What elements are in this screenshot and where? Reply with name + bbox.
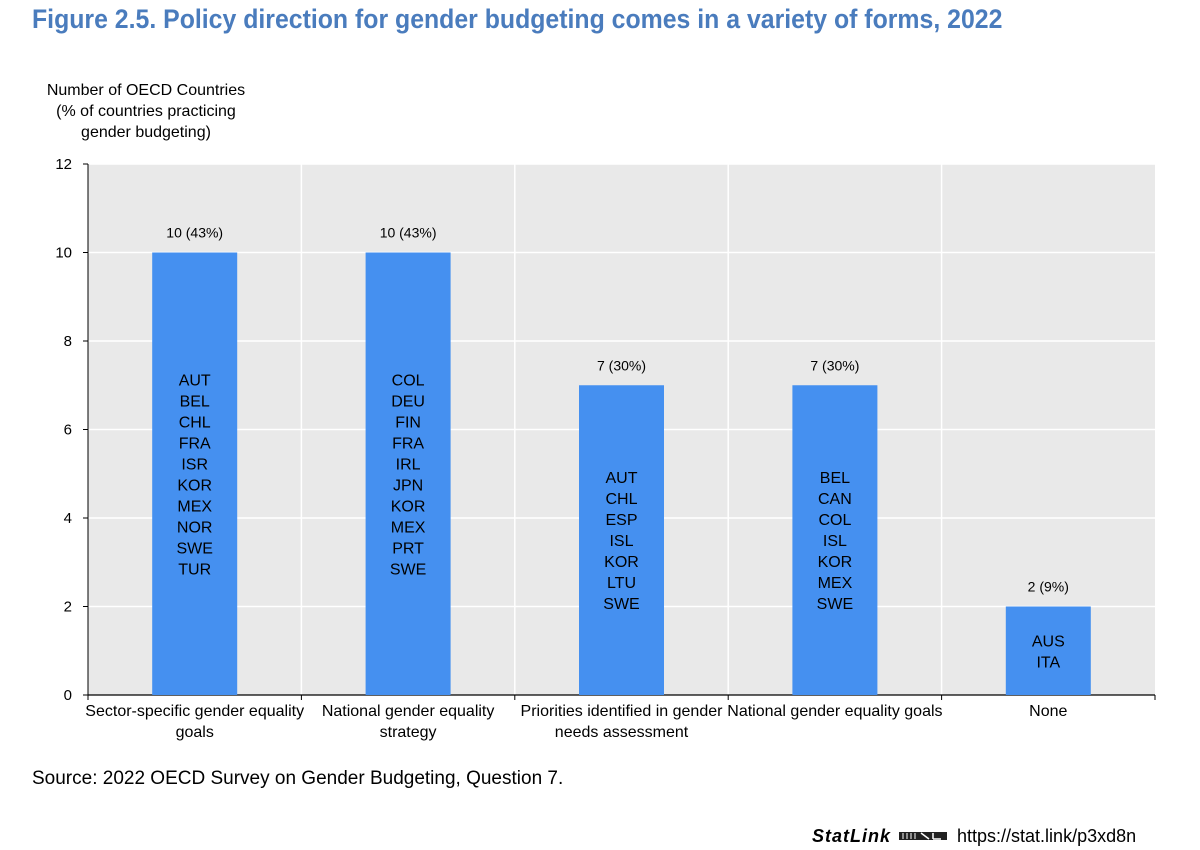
country-code: MEX bbox=[818, 575, 853, 592]
statlink[interactable]: StatLink https://stat.link/p3xd8n bbox=[812, 822, 1136, 850]
country-code: IRL bbox=[396, 456, 421, 473]
country-code: KOR bbox=[391, 498, 426, 515]
country-code: AUT bbox=[606, 470, 638, 487]
country-code: AUS bbox=[1032, 633, 1065, 650]
country-code: ISL bbox=[609, 533, 633, 550]
statlink-url[interactable]: https://stat.link/p3xd8n bbox=[957, 826, 1136, 847]
country-code: SWE bbox=[176, 540, 212, 557]
country-code: CHL bbox=[179, 414, 211, 431]
country-code: MEX bbox=[177, 498, 212, 515]
country-code: COL bbox=[392, 372, 425, 389]
country-code: AUT bbox=[179, 372, 211, 389]
country-code: BEL bbox=[820, 470, 850, 487]
country-code: LTU bbox=[607, 575, 636, 592]
y-tick-label: 6 bbox=[64, 422, 72, 439]
country-code: FRA bbox=[179, 435, 211, 452]
y-tick-label: 4 bbox=[64, 510, 72, 527]
y-tick-label: 10 bbox=[55, 245, 72, 262]
category-label: Sector-specific gender equality bbox=[85, 703, 304, 720]
category-label: goals bbox=[176, 724, 214, 741]
data-label: 10 (43%) bbox=[380, 225, 437, 241]
data-label: 7 (30%) bbox=[810, 357, 859, 373]
data-label: 2 (9%) bbox=[1028, 579, 1069, 595]
source-note: Source: 2022 OECD Survey on Gender Budge… bbox=[32, 768, 563, 790]
country-code: CHL bbox=[605, 491, 637, 508]
country-code: BEL bbox=[180, 393, 210, 410]
y-tick-label: 12 bbox=[55, 156, 72, 173]
country-code: ITA bbox=[1036, 654, 1060, 671]
country-code: SWE bbox=[390, 561, 426, 578]
category-label: National gender equality goals bbox=[727, 703, 942, 720]
data-label: 10 (43%) bbox=[166, 225, 223, 241]
country-code: MEX bbox=[391, 519, 426, 536]
country-code: PRT bbox=[392, 540, 424, 557]
bar-chart: 0 2 4 6 8 10 12 10 (43%) AUT BEL CHL FRA ISR KOR MEX NO… bbox=[0, 0, 1200, 760]
country-code: NOR bbox=[177, 519, 213, 536]
statlink-brand: StatLink bbox=[812, 826, 891, 847]
country-code: ESP bbox=[605, 512, 637, 529]
country-code: FIN bbox=[395, 414, 421, 431]
country-code: ISR bbox=[181, 456, 208, 473]
country-code: KOR bbox=[604, 554, 639, 571]
category-label: strategy bbox=[380, 724, 437, 741]
country-code: DEU bbox=[391, 393, 425, 410]
country-code: FRA bbox=[392, 435, 424, 452]
country-code: CAN bbox=[818, 491, 852, 508]
country-code: JPN bbox=[393, 477, 423, 494]
category-label: National gender equality bbox=[322, 703, 495, 720]
data-label: 7 (30%) bbox=[597, 357, 646, 373]
category-label: None bbox=[1029, 703, 1067, 720]
country-code: KOR bbox=[177, 477, 212, 494]
country-code: KOR bbox=[818, 554, 853, 571]
statlink-logo-icon bbox=[899, 830, 947, 842]
y-tick-label: 0 bbox=[64, 687, 72, 704]
bar bbox=[1006, 607, 1091, 696]
category-label: Priorities identified in gender bbox=[521, 703, 724, 720]
country-code: COL bbox=[818, 512, 851, 529]
bar bbox=[366, 253, 451, 696]
bar bbox=[152, 253, 237, 696]
country-code: ISL bbox=[823, 533, 847, 550]
country-code: SWE bbox=[603, 596, 639, 613]
category-label: needs assessment bbox=[555, 724, 689, 741]
country-code: TUR bbox=[178, 561, 211, 578]
y-tick-label: 8 bbox=[64, 333, 72, 350]
y-tick-label: 2 bbox=[64, 599, 72, 616]
country-code: SWE bbox=[817, 596, 853, 613]
